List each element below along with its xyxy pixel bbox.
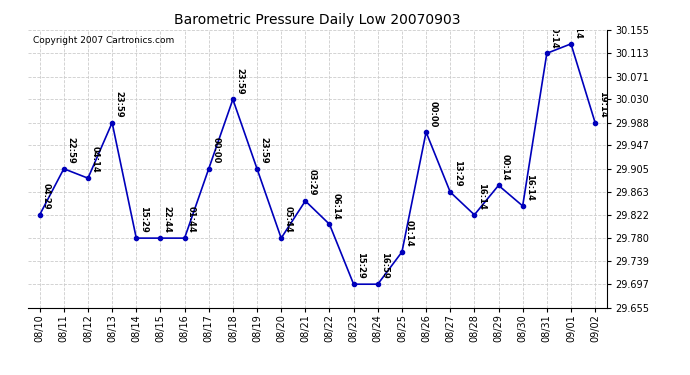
Text: 22:14: 22:14 <box>573 12 582 39</box>
Text: 00:14: 00:14 <box>549 22 558 48</box>
Text: 00:14: 00:14 <box>501 154 510 180</box>
Text: 06:14: 06:14 <box>332 192 341 219</box>
Text: 22:59: 22:59 <box>66 137 75 164</box>
Text: 23:59: 23:59 <box>235 68 244 94</box>
Text: 23:59: 23:59 <box>259 137 268 164</box>
Text: 23:59: 23:59 <box>115 91 124 118</box>
Text: 04:14: 04:14 <box>90 147 99 173</box>
Text: 16:14: 16:14 <box>525 174 534 201</box>
Text: Copyright 2007 Cartronics.com: Copyright 2007 Cartronics.com <box>33 36 175 45</box>
Text: 16:14: 16:14 <box>477 183 486 210</box>
Text: 04:29: 04:29 <box>42 183 51 210</box>
Text: 13:29: 13:29 <box>453 160 462 187</box>
Text: 16:59: 16:59 <box>380 252 389 279</box>
Text: 15:29: 15:29 <box>139 206 148 233</box>
Text: 15:29: 15:29 <box>356 252 365 279</box>
Text: 00:00: 00:00 <box>211 137 220 164</box>
Text: 05:44: 05:44 <box>284 206 293 233</box>
Text: 19:14: 19:14 <box>598 91 607 118</box>
Text: 00:00: 00:00 <box>428 101 437 127</box>
Text: 01:44: 01:44 <box>187 206 196 233</box>
Text: 22:44: 22:44 <box>163 206 172 233</box>
Text: 03:29: 03:29 <box>308 170 317 196</box>
Text: 01:14: 01:14 <box>404 220 413 247</box>
Title: Barometric Pressure Daily Low 20070903: Barometric Pressure Daily Low 20070903 <box>174 13 461 27</box>
